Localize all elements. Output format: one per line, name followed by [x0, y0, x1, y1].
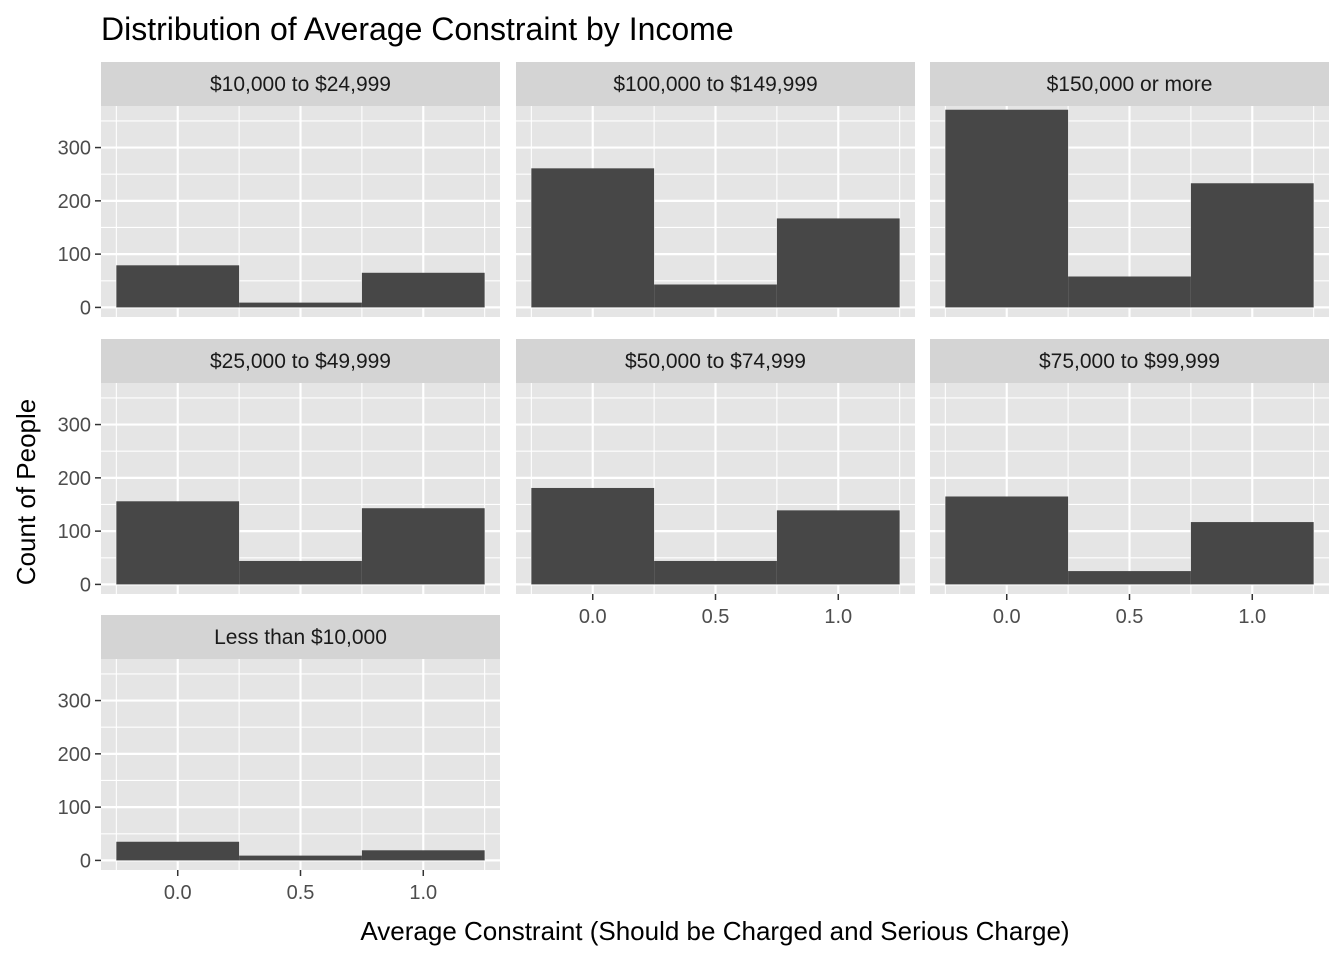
facet-strip-label: $100,000 to $149,999 [613, 73, 817, 96]
histogram-bar [361, 272, 485, 308]
x-tick-label: 0.0 [164, 882, 192, 904]
histogram-bar [239, 302, 362, 308]
facet-strip [101, 615, 500, 659]
y-tick-label: 300 [58, 138, 91, 160]
histogram-bar [116, 501, 240, 585]
histogram-bar [1068, 276, 1191, 308]
facet-strip [930, 339, 1329, 383]
facet-strip-label: $75,000 to $99,999 [1039, 350, 1220, 373]
facet-panel: $100,000 to $149,999 [516, 62, 915, 317]
y-axis-title: Count of People [11, 399, 41, 585]
facet-panel: $50,000 to $74,999 0.0 0.5 1.0 [516, 339, 915, 628]
facet-strip [101, 339, 500, 383]
y-tick-label: 300 [58, 691, 91, 713]
facet-panel: $75,000 to $99,999 0.0 0.5 1.0 [930, 339, 1329, 628]
facet-strip [516, 339, 915, 383]
facet-panel: $150,000 or more [930, 62, 1329, 317]
histogram-bar [531, 168, 655, 308]
facet-panel: $10,000 to $24,999 0 100 200 300 [58, 62, 500, 319]
facet-strip-label: $150,000 or more [1047, 73, 1213, 96]
x-tick-label: 0.5 [287, 882, 315, 904]
x-tick-label: 0.5 [702, 606, 730, 628]
x-tick-label: 1.0 [409, 882, 437, 904]
histogram-bar [531, 487, 655, 585]
histogram-bar [654, 560, 777, 585]
y-tick-label: 100 [58, 797, 91, 819]
y-tick-label: 100 [58, 521, 91, 543]
y-tick-label: 300 [58, 415, 91, 437]
x-tick-label: 0.0 [993, 606, 1021, 628]
histogram-bar [776, 510, 900, 585]
facet-strip [930, 62, 1329, 106]
x-axis-title: Average Constraint (Should be Charged an… [360, 916, 1069, 946]
facet-strip-label: $50,000 to $74,999 [625, 350, 806, 373]
y-tick-label: 200 [58, 744, 91, 766]
chart-title: Distribution of Average Constraint by In… [101, 11, 734, 47]
y-tick-label: 0 [80, 574, 91, 596]
histogram-bar [239, 855, 362, 861]
facet-strip [101, 62, 500, 106]
facet-strip [516, 62, 915, 106]
histogram-bar [361, 508, 485, 585]
histogram-bar [1190, 522, 1314, 585]
histogram-bar [361, 850, 485, 861]
facet-panel: Less than $10,000 0 100 200 300 0.0 0.5 1.0 [58, 615, 500, 904]
x-tick-label: 1.0 [1238, 606, 1266, 628]
y-tick-label: 0 [80, 297, 91, 319]
y-tick-label: 100 [58, 244, 91, 266]
facet-strip-label: Less than $10,000 [214, 626, 387, 649]
facet-strip-label: $25,000 to $49,999 [210, 350, 391, 373]
x-tick-label: 0.5 [1116, 606, 1144, 628]
histogram-bar [1190, 183, 1314, 308]
y-tick-label: 200 [58, 191, 91, 213]
histogram-bar [654, 284, 777, 308]
histogram-bar [1068, 571, 1191, 585]
y-tick-label: 200 [58, 468, 91, 490]
histogram-bar [239, 560, 362, 585]
facet-strip-label: $10,000 to $24,999 [210, 73, 391, 96]
histogram-bar [945, 496, 1069, 585]
facet-panels: $10,000 to $24,999 0 100 200 300 $100,000 to … [58, 62, 1329, 904]
histogram-bar [776, 218, 900, 308]
y-tick-label: 0 [80, 850, 91, 872]
x-tick-label: 0.0 [579, 606, 607, 628]
histogram-bar [945, 109, 1069, 308]
histogram-bar [116, 841, 240, 861]
facet-panel: $25,000 to $49,999 0 100 200 300 [58, 339, 500, 596]
x-tick-label: 1.0 [824, 606, 852, 628]
histogram-bar [116, 265, 240, 308]
